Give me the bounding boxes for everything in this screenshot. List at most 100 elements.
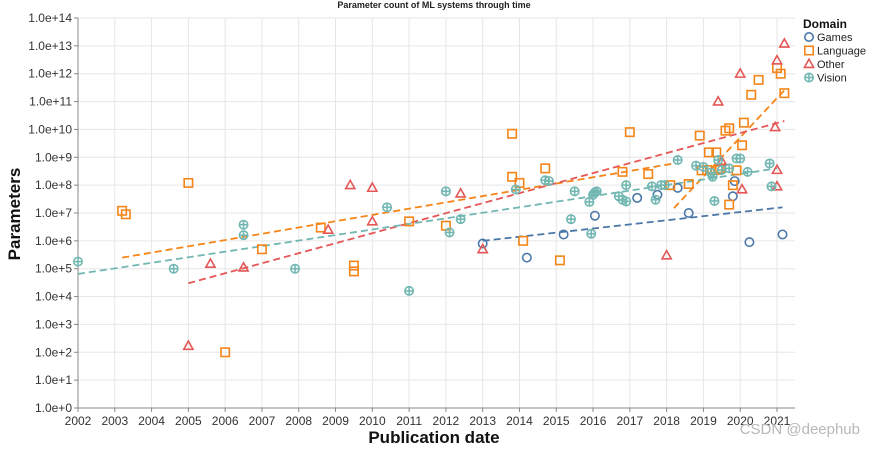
legend-language-label: Language [817,46,866,58]
x-tick-label: 2014 [506,414,533,428]
language-point [256,244,267,255]
other-point [734,67,747,78]
other-trend-line [188,120,785,285]
other-point [366,214,379,226]
chart-title: Parameter count of ML systems through ti… [337,0,530,10]
y-tick-label: 1.0e+10 [28,122,72,136]
language-point [315,222,326,233]
other-point [771,53,783,65]
vision-point [565,214,576,225]
y-axis: 1.0e+0 1.0e+1 1.0e+2 1.0e+3 1.0e+4 1.0e+5 1.0e… [28,11,79,415]
other-point [182,339,195,351]
games-point [672,182,683,193]
language-point [624,127,635,138]
x-tick-label: 2003 [101,414,128,428]
vision-point [724,163,735,174]
games-point [632,192,643,203]
vision-point [698,161,709,172]
language-point [507,128,518,139]
y-tick-label: 1.0e+5 [35,262,72,276]
language-point [683,178,694,189]
vision-point [73,256,84,267]
language-point [724,199,735,210]
vision-point [569,186,580,197]
x-axis: 2002 2003 2004 2005 2006 2007 2008 2009 2010 2011… [65,407,795,428]
legend-other-label: Other [817,59,845,71]
y-tick-label: 1.0e+1 [35,373,72,387]
y-tick-label: 1.0e+13 [28,39,72,53]
vision-point [444,227,455,238]
y-tick-label: 1.0e+8 [35,178,72,192]
x-tick-label: 2008 [285,414,312,428]
x-tick-label: 2012 [433,414,460,428]
other-point [660,248,673,260]
vision-point [735,153,746,164]
y-tick-label: 1.0e+6 [35,234,72,248]
language-point [643,169,654,180]
y-tick-label: 1.0e+3 [35,317,72,331]
language-point [120,209,131,220]
games-point [777,229,788,240]
other-point [769,120,782,132]
x-tick-label: 2010 [359,414,386,428]
language-point [617,166,628,177]
language-point [727,180,738,191]
other-point [771,163,783,175]
other-point [736,183,749,194]
vision-point [591,186,602,197]
x-tick-label: 2007 [249,414,276,428]
language-trend-line [121,162,675,259]
x-tick-label: 2016 [580,414,607,428]
x-tick-label: 2015 [543,414,570,428]
vision-point [650,194,661,205]
vision-point [290,263,301,274]
vision-point [659,180,670,191]
vision-point [646,181,657,192]
games-trend-line [482,206,783,242]
language-point [183,177,194,188]
other-point [476,242,489,254]
language-point [220,347,231,358]
language-point [404,216,415,227]
vision-point [766,181,777,192]
y-tick-label: 1.0e+12 [28,67,72,81]
other-point [366,181,379,193]
other-point [454,187,467,198]
legend-title: Domain [803,17,847,31]
vision-point [238,219,249,230]
language-point [540,163,551,174]
x-tick-label: 2019 [690,414,717,428]
language-point [753,74,764,85]
vision-point [440,186,451,197]
vision-point [455,214,466,225]
y-tick-label: 1.0e+4 [35,290,72,304]
language-point [348,266,359,277]
legend-language-symbol [803,45,814,56]
legend-vision-symbol [803,72,814,83]
language-point [518,235,529,246]
games-point [521,252,532,263]
vision-point [742,166,753,177]
vision-trend-line [77,167,778,275]
x-tick-label: 2017 [616,414,643,428]
vision-point [621,180,632,191]
games-point [558,229,569,240]
games-point [744,237,755,248]
y-tick-label: 1.0e+0 [35,401,72,415]
vision-point [168,263,179,274]
language-point [737,140,748,151]
games-point [589,210,600,221]
games-point [727,191,738,202]
games-point [477,238,488,249]
x-tick-label: 2004 [138,414,165,428]
vision-point [672,154,683,165]
vision-point [709,195,720,206]
language-point [694,130,705,141]
y-tick-label: 1.0e+14 [28,11,72,25]
x-tick-label: 2009 [322,414,349,428]
other-point [237,261,250,272]
vision-point [510,184,521,195]
other-point [344,178,357,190]
x-tick-label: 2002 [65,414,92,428]
language-point [554,255,565,266]
